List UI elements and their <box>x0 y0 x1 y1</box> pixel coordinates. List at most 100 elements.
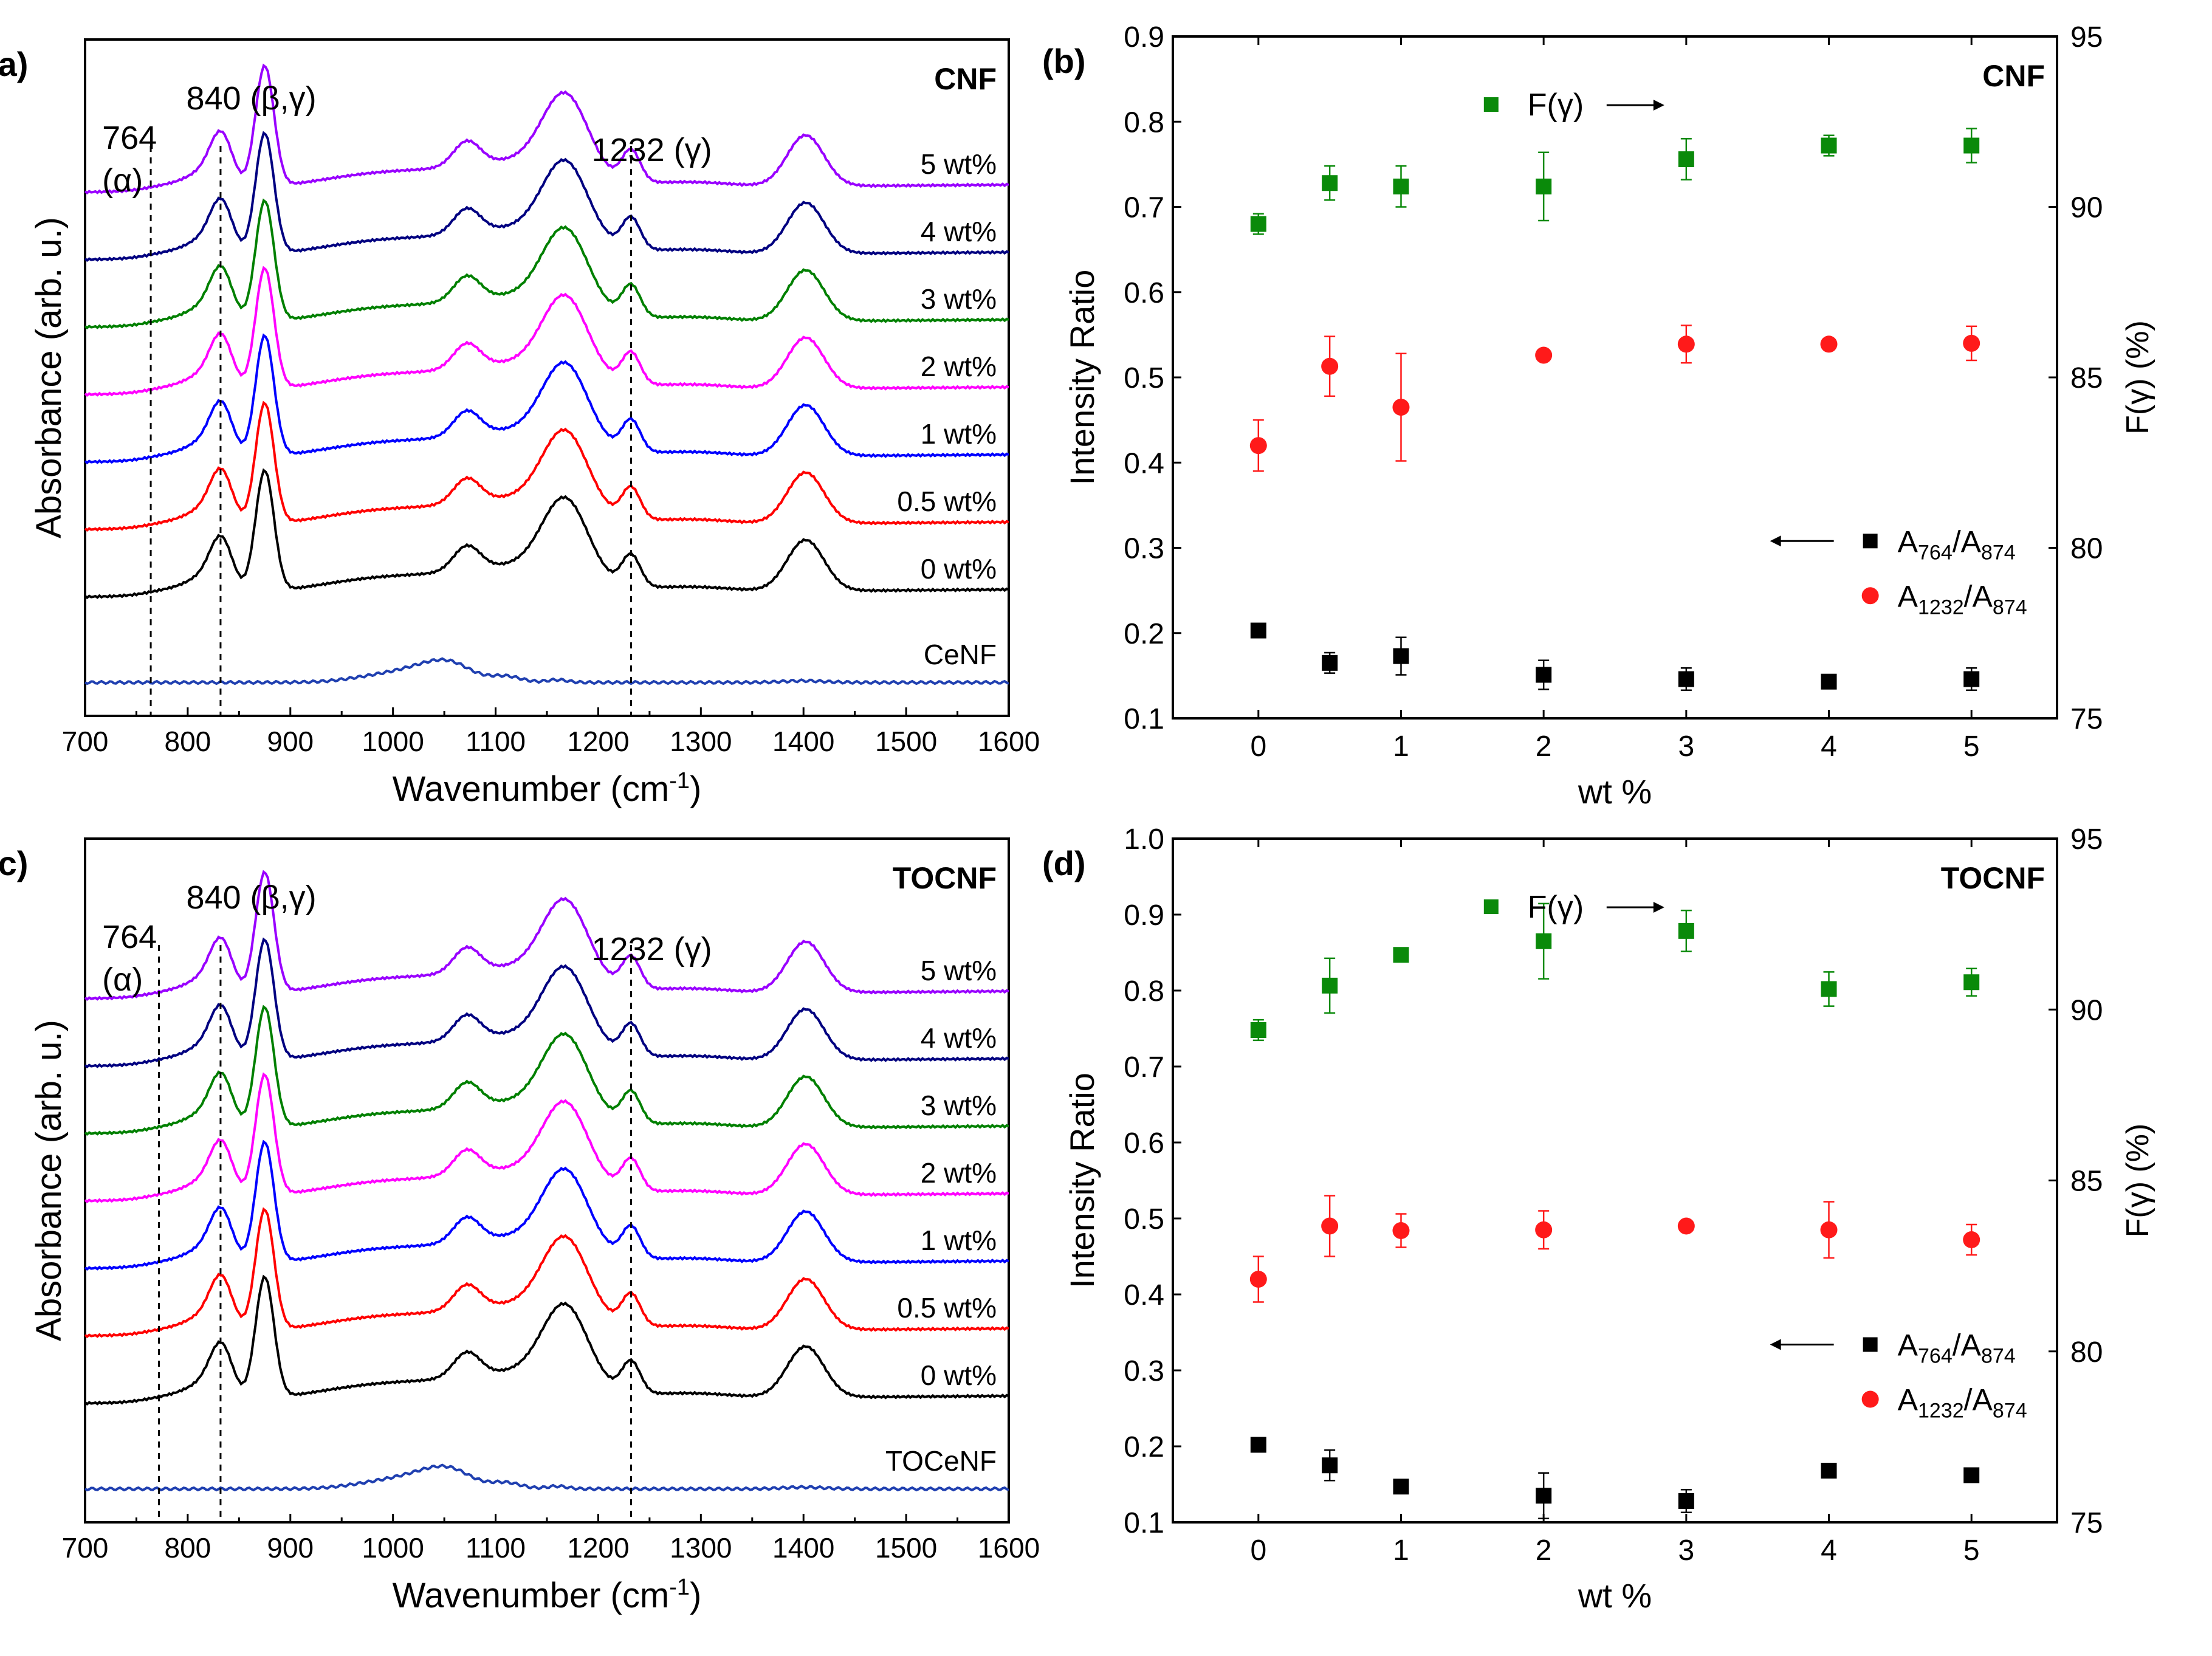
x-tick-label: 4 <box>1821 730 1837 763</box>
spectrum-trace <box>84 1207 1009 1338</box>
legend-marker-f <box>1483 899 1499 914</box>
trace-label: CeNF <box>924 639 997 670</box>
legend-marker-a764 <box>1863 1337 1878 1352</box>
data-point <box>1392 399 1410 416</box>
data-point <box>1250 622 1266 639</box>
x-tick-label: 1100 <box>465 1532 526 1564</box>
annotation-1232: 1232 (γ) <box>591 931 712 967</box>
data-point <box>1821 137 1837 154</box>
y-tick-label: 0.8 <box>1124 975 1164 1008</box>
data-point <box>1821 1463 1837 1479</box>
data-point <box>1963 137 1980 154</box>
legend-label-a1232: A1232/A874 <box>1898 1383 2027 1423</box>
spectrum-trace <box>84 1072 1009 1203</box>
x-tick-label: 1600 <box>978 1532 1040 1564</box>
y-axis-title: Absorbance (arb. u.) <box>29 217 69 538</box>
x-tick-label: 1100 <box>465 726 526 757</box>
data-point <box>1321 1217 1339 1235</box>
x-tick-label: 1400 <box>772 1532 834 1564</box>
corner-label: TOCNF <box>1941 861 2045 895</box>
x-axis-title: Wavenumber (cm-1) <box>393 768 702 809</box>
spectrum-trace <box>84 63 1009 194</box>
data-point <box>1677 335 1695 353</box>
data-point <box>1393 178 1409 194</box>
annotation-840: 840 (β,γ) <box>186 879 316 916</box>
spectrum-trace <box>84 870 1009 1001</box>
x-tick-label: 1300 <box>670 726 732 757</box>
y-tick-label: 0.1 <box>1124 703 1164 735</box>
data-point <box>1963 1231 1980 1248</box>
data-point <box>1678 922 1694 939</box>
x-tick-label: 1 <box>1393 1534 1409 1567</box>
legend-arrowhead-right <box>1653 100 1664 111</box>
y-tick-label: 1.0 <box>1124 823 1164 856</box>
x-tick-label: 0 <box>1250 1534 1266 1567</box>
data-point <box>1678 671 1694 687</box>
legend-label-a764: A764/A874 <box>1898 524 2016 564</box>
panel-label: (a) <box>0 45 28 83</box>
x-tick-label: 3 <box>1678 1534 1694 1567</box>
annotation-840: 840 (β,γ) <box>186 80 316 117</box>
y2-axis-title: F(γ) (%) <box>2120 320 2155 435</box>
y2-tick-label: 90 <box>2070 994 2103 1026</box>
data-point <box>1820 335 1838 353</box>
data-point <box>1321 357 1339 375</box>
data-point <box>1536 1488 1552 1504</box>
y-tick-label: 0.6 <box>1124 1127 1164 1160</box>
spectrum-trace <box>84 937 1009 1068</box>
spectrum-trace <box>84 266 1009 397</box>
spectrum-trace <box>84 1005 1009 1136</box>
annotation-764: 764 <box>102 120 157 156</box>
y-tick-label: 0.3 <box>1124 1355 1164 1387</box>
data-point <box>1677 1217 1695 1235</box>
x-axis-title: Wavenumber (cm-1) <box>393 1575 702 1615</box>
y2-tick-label: 95 <box>2070 21 2103 53</box>
trace-label: 1 wt% <box>921 1225 997 1256</box>
x-tick-label: 700 <box>62 1532 109 1564</box>
data-point <box>1393 947 1409 963</box>
legend-label-f: F(γ) <box>1528 88 1584 123</box>
data-point <box>1249 437 1267 455</box>
x-tick-label: 1600 <box>978 726 1040 757</box>
panel-label: (d) <box>1042 844 1086 882</box>
panel-label: (c) <box>0 844 28 882</box>
x-tick-label: 3 <box>1678 730 1694 763</box>
trace-label: 2 wt% <box>921 1157 997 1189</box>
y2-tick-label: 75 <box>2070 1507 2103 1539</box>
y-tick-label: 0.8 <box>1124 106 1164 139</box>
legend-label-a1232: A1232/A874 <box>1898 579 2027 619</box>
annotation-1232: 1232 (γ) <box>591 132 712 168</box>
panel-label: (b) <box>1042 42 1086 80</box>
spectrum-trace <box>84 657 1009 685</box>
y2-tick-label: 85 <box>2070 362 2103 394</box>
y2-tick-label: 75 <box>2070 703 2103 735</box>
y-tick-label: 0.5 <box>1124 362 1164 394</box>
x-tick-label: 1000 <box>362 1532 424 1564</box>
data-point <box>1820 1221 1838 1239</box>
data-point <box>1536 178 1552 194</box>
trace-label: 3 wt% <box>921 283 997 315</box>
data-point <box>1536 667 1552 683</box>
trace-label: 5 wt% <box>921 148 997 180</box>
spectrum-trace <box>84 333 1009 464</box>
spectrum-trace <box>84 131 1009 262</box>
legend-marker-a764 <box>1863 534 1878 549</box>
y-tick-label: 0.9 <box>1124 899 1164 932</box>
x-tick-label: 4 <box>1821 1534 1837 1567</box>
y-tick-label: 0.5 <box>1124 1203 1164 1235</box>
spectrum-trace <box>84 468 1009 599</box>
panel-b-ratio-chart: 0 1 2 3 4 5 0.1 0.2 0.3 0.4 0.5 0.6 0.7 0.8 0.9 75 80 85 9… <box>1042 21 2155 811</box>
x-axis-title: wt % <box>1578 1576 1652 1615</box>
y-tick-label: 0.3 <box>1124 533 1164 565</box>
spectrum-trace <box>84 1139 1009 1271</box>
trace-label: 2 wt% <box>921 351 997 382</box>
annotation-764: 764 <box>102 919 157 955</box>
y2-tick-label: 80 <box>2070 533 2103 565</box>
trace-label: 4 wt% <box>921 1022 997 1054</box>
y2-axis-title: F(γ) (%) <box>2120 1124 2155 1238</box>
trace-label: 4 wt% <box>921 216 997 247</box>
x-tick-label: 900 <box>267 726 314 757</box>
trace-label: 5 wt% <box>921 955 997 986</box>
data-point <box>1678 151 1694 167</box>
x-tick-label: 1500 <box>875 726 937 757</box>
